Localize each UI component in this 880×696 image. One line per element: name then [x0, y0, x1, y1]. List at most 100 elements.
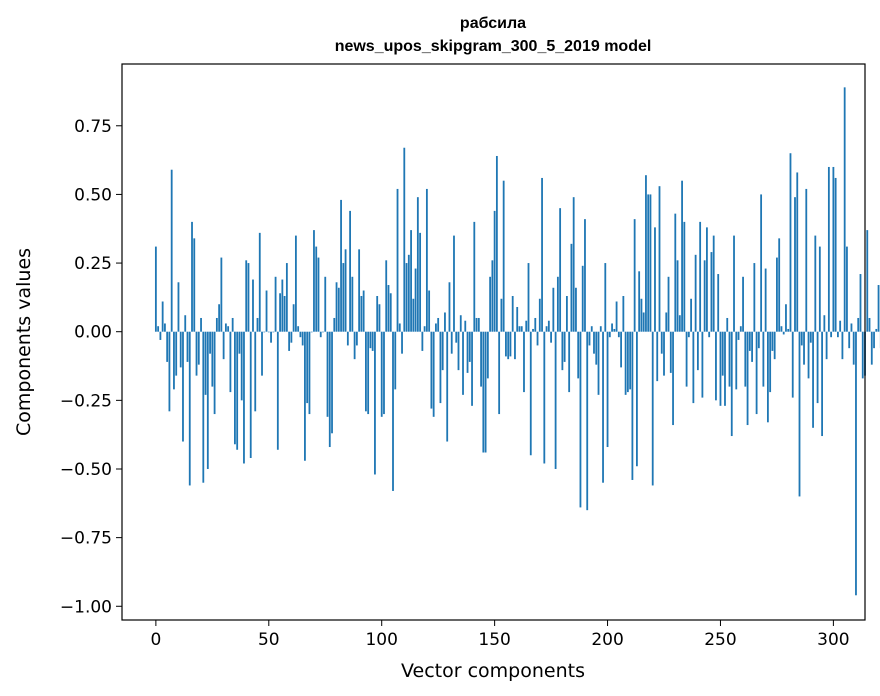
bar [471, 331, 473, 406]
bar [328, 331, 331, 448]
bar [484, 331, 487, 453]
bar [430, 331, 433, 409]
bar [394, 331, 397, 390]
plot-area-frame [121, 63, 866, 621]
bar [193, 238, 196, 332]
bar [518, 326, 521, 332]
bar [565, 296, 568, 332]
bar [776, 257, 778, 332]
bar [760, 194, 763, 332]
bar [794, 197, 796, 332]
bar [344, 249, 347, 332]
bar [288, 331, 291, 351]
y-tick-label: −0.75 [60, 529, 112, 549]
bar [615, 301, 618, 332]
bar [211, 331, 214, 387]
bar [236, 331, 239, 450]
bar [764, 268, 767, 332]
bar [412, 298, 415, 332]
y-tick-label: 0.25 [74, 254, 112, 274]
bar [385, 260, 388, 332]
bar [694, 254, 697, 332]
bar [353, 331, 356, 360]
y-tick-label: −0.25 [60, 391, 112, 411]
bar [166, 331, 169, 362]
bar [444, 312, 446, 332]
bar [279, 293, 281, 332]
bar [520, 326, 523, 332]
bar [477, 317, 480, 332]
bar [468, 331, 471, 362]
bar [164, 323, 166, 332]
bar [215, 317, 218, 332]
bar [715, 331, 717, 401]
bar [769, 331, 772, 393]
bar [209, 331, 211, 354]
bar [744, 331, 747, 387]
bar [611, 323, 613, 332]
bar [218, 304, 221, 332]
bar [800, 331, 803, 346]
bar [742, 276, 744, 332]
x-tick-label: 300 [817, 630, 849, 650]
bar [374, 331, 376, 475]
bar [685, 331, 688, 387]
bar [383, 331, 385, 415]
y-axis-label: Components values [13, 248, 35, 436]
bar [355, 331, 358, 346]
bar [575, 287, 577, 332]
bar [550, 331, 552, 343]
bar [195, 331, 198, 376]
bar [313, 230, 315, 332]
bar [579, 331, 582, 508]
bar [188, 331, 191, 486]
bar [267, 331, 270, 333]
bar [423, 326, 426, 332]
bar [733, 235, 735, 332]
bar [448, 282, 451, 332]
chart-subtitle: news_upos_skipgram_300_5_2019 model [335, 38, 652, 55]
bar [317, 257, 320, 332]
bar [814, 235, 817, 332]
bar [821, 331, 823, 437]
bar [486, 331, 489, 379]
bar [270, 331, 272, 343]
bar [672, 331, 674, 426]
bar [213, 331, 216, 415]
bar [581, 265, 584, 332]
bar [875, 328, 878, 332]
bar [516, 306, 519, 332]
bar [719, 331, 722, 406]
bar [676, 260, 679, 332]
bar [525, 320, 528, 332]
bar [663, 331, 665, 376]
bar [292, 304, 295, 332]
bar [464, 320, 467, 332]
bar [796, 172, 799, 332]
bar [739, 326, 742, 332]
bar [807, 331, 810, 379]
bar [450, 331, 453, 354]
y-tick-label: −1.00 [60, 597, 112, 617]
bar [803, 331, 805, 365]
bar [656, 331, 659, 382]
bar [701, 331, 704, 398]
bar [369, 331, 372, 349]
bar [505, 331, 507, 357]
bar [721, 331, 724, 376]
bar [222, 331, 225, 360]
bar [647, 194, 650, 332]
bar [532, 328, 534, 332]
bar [349, 210, 351, 332]
bar [570, 243, 573, 332]
chart-title: рабсила [460, 15, 526, 32]
bar [398, 323, 401, 332]
bar [263, 331, 266, 333]
bar [234, 331, 236, 445]
bar [837, 331, 839, 338]
bar [182, 331, 184, 442]
bar [746, 331, 749, 426]
bar [238, 331, 241, 354]
bar [617, 331, 620, 338]
bar [791, 331, 794, 398]
